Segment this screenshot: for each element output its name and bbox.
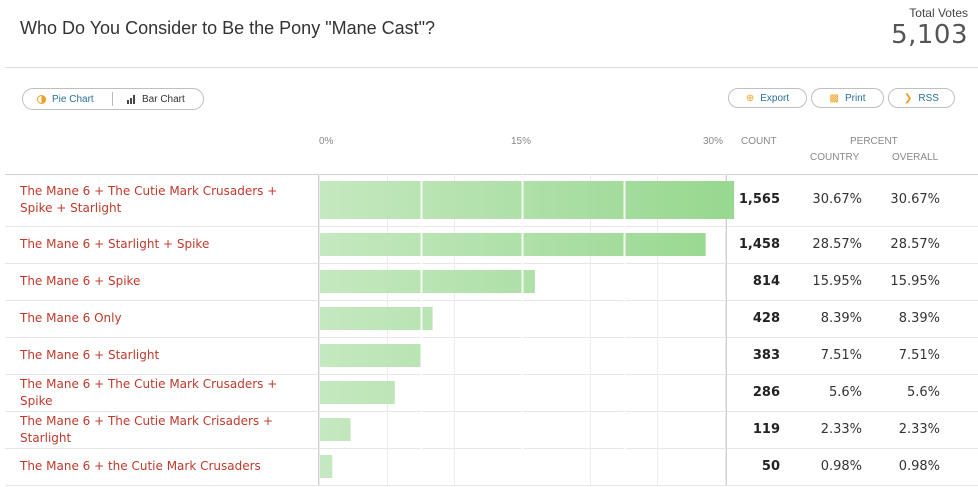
- category-label[interactable]: The Mane 6 + The Cutie Mark Crusaders + …: [20, 184, 278, 215]
- bar: [320, 181, 735, 219]
- pie-chart-label: Pie Chart: [52, 93, 94, 105]
- country-percent-value: 2.33%: [820, 421, 862, 437]
- country-percent-value: 7.51%: [820, 347, 862, 363]
- pie-chart-button[interactable]: Pie Chart: [23, 89, 112, 109]
- count-value: 119: [752, 421, 780, 437]
- category-label[interactable]: The Mane 6 + Starlight: [20, 348, 160, 362]
- category-label[interactable]: The Mane 6 + Starlight + Spike: [20, 237, 210, 251]
- rss-icon: ❯: [904, 92, 913, 104]
- x-tick-label: 15%: [511, 136, 532, 147]
- percent-column-header: PERCENT: [850, 136, 898, 147]
- export-label: Export: [760, 92, 790, 104]
- toggle-divider: [112, 92, 113, 106]
- count-value: 428: [752, 310, 780, 326]
- bar: [320, 307, 433, 330]
- country-percent-value: 5.6%: [828, 384, 862, 400]
- category-label[interactable]: The Mane 6 + Spike: [20, 274, 141, 288]
- overall-percent-value: 15.95%: [890, 273, 940, 289]
- export-icon: ⊕: [745, 92, 755, 104]
- printer-icon: ▩: [829, 92, 839, 104]
- count-value: 814: [752, 273, 780, 289]
- count-value: 383: [752, 347, 780, 363]
- export-button[interactable]: ⊕ Export: [728, 88, 807, 108]
- bar-chart-label: Bar Chart: [142, 93, 185, 105]
- bar-chart-icon: [127, 94, 136, 104]
- category-label[interactable]: The Mane 6 + The Cutie Mark Crisaders + …: [20, 413, 274, 445]
- page-title: Who Do You Consider to Be the Pony "Mane…: [20, 18, 436, 38]
- overall-percent-value: 7.51%: [898, 347, 940, 363]
- x-tick-label: 30%: [703, 136, 724, 147]
- bar: [320, 455, 333, 478]
- country-percent-value: 0.98%: [820, 458, 862, 474]
- bar: [320, 344, 421, 367]
- category-label[interactable]: The Mane 6 Only: [20, 311, 122, 325]
- country-percent-value: 8.39%: [820, 310, 862, 326]
- count-value: 1,458: [738, 236, 780, 252]
- header-divider: [5, 67, 978, 68]
- count-column-header: COUNT: [741, 136, 777, 147]
- bar: [320, 381, 395, 404]
- print-label: Print: [844, 92, 866, 104]
- category-label[interactable]: The Mane 6 + the Cutie Mark Crusaders: [20, 459, 261, 473]
- count-value: 286: [752, 384, 780, 400]
- country-percent-value: 30.67%: [812, 192, 862, 207]
- overall-percent-value: 0.98%: [898, 458, 940, 474]
- count-value: 1,565: [738, 192, 780, 207]
- pie-chart-icon: [37, 94, 46, 104]
- bar-chart-button[interactable]: Bar Chart: [113, 89, 185, 109]
- bar: [320, 270, 535, 293]
- rss-button[interactable]: ❯ RSS: [888, 88, 955, 108]
- print-button[interactable]: ▩ Print: [811, 88, 884, 108]
- overall-percent-value: 28.57%: [890, 236, 940, 252]
- overall-percent-value: 5.6%: [906, 384, 940, 400]
- x-tick-label: 0%: [319, 136, 334, 147]
- overall-percent-value: 30.67%: [890, 192, 940, 207]
- overall-column-header: OVERALL: [892, 152, 939, 163]
- overall-percent-value: 2.33%: [898, 421, 940, 437]
- total-votes-value: 5,103: [891, 20, 968, 50]
- chart-type-toggle: Pie Chart Bar Chart: [22, 88, 204, 110]
- rss-label: RSS: [918, 92, 939, 104]
- overall-percent-value: 8.39%: [898, 310, 940, 326]
- country-percent-value: 28.57%: [812, 236, 862, 252]
- country-percent-value: 15.95%: [812, 273, 862, 289]
- bar: [320, 418, 351, 441]
- country-column-header: COUNTRY: [810, 152, 860, 163]
- bar: [320, 233, 706, 256]
- category-label[interactable]: The Mane 6 + The Cutie Mark Crusaders + …: [20, 376, 278, 408]
- total-votes-label: Total Votes: [909, 6, 968, 20]
- count-value: 50: [761, 458, 780, 474]
